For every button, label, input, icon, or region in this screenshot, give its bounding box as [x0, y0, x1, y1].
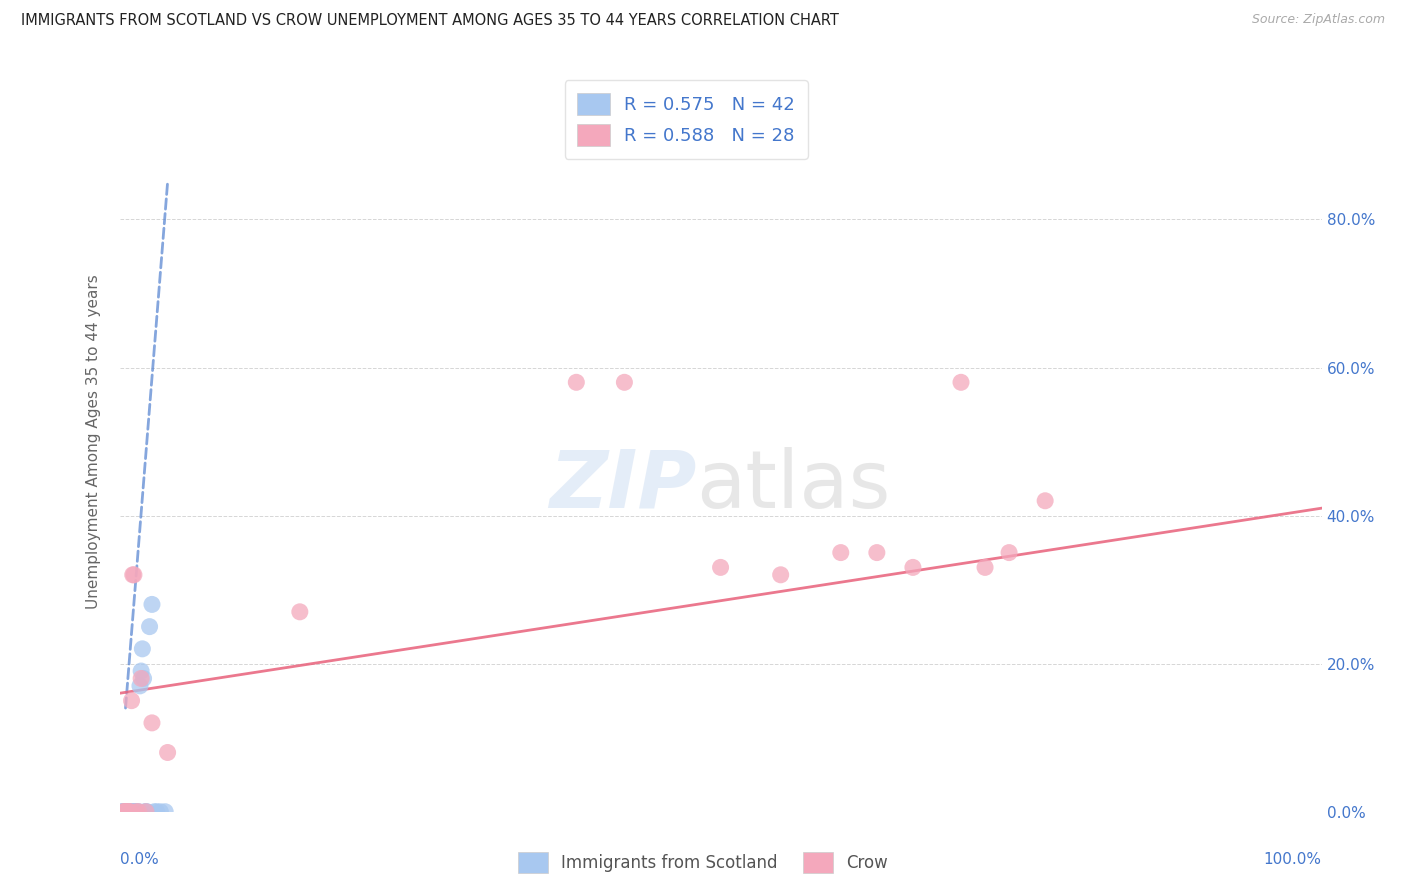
Point [136, 805, 159, 819]
Point [121, 805, 143, 819]
Point [114, 805, 136, 819]
Point [153, 805, 176, 819]
Point [117, 805, 139, 819]
Point [118, 805, 141, 819]
Text: ZIP: ZIP [550, 447, 696, 525]
Point [830, 546, 852, 560]
Point [114, 805, 136, 819]
Text: 100.0%: 100.0% [1264, 853, 1322, 867]
Point [125, 805, 148, 819]
Point [129, 679, 152, 693]
Legend: Immigrants from Scotland, Crow: Immigrants from Scotland, Crow [512, 846, 894, 880]
Point [120, 805, 142, 819]
Point [117, 805, 139, 819]
Point [131, 641, 153, 656]
Point [117, 805, 139, 819]
Point [112, 805, 135, 819]
Point [128, 805, 150, 819]
Point [132, 672, 155, 686]
Point [112, 805, 135, 819]
Point [613, 376, 636, 390]
Point [114, 805, 136, 819]
Text: atlas: atlas [696, 447, 891, 525]
Point [121, 567, 143, 582]
Point [998, 546, 1021, 560]
Point [288, 605, 311, 619]
Point [135, 805, 157, 819]
Point [143, 805, 166, 819]
Point [769, 567, 792, 582]
Point [949, 376, 972, 390]
Point [121, 805, 143, 819]
Text: 0.0%: 0.0% [120, 853, 159, 867]
Point [114, 805, 136, 819]
Point [141, 715, 163, 730]
Point [121, 805, 143, 819]
Point [118, 805, 141, 819]
Point [120, 805, 142, 819]
Point [115, 805, 138, 819]
Point [122, 567, 145, 582]
Point [121, 694, 143, 708]
Point [1033, 493, 1056, 508]
Point [129, 664, 152, 678]
Text: IMMIGRANTS FROM SCOTLAND VS CROW UNEMPLOYMENT AMONG AGES 35 TO 44 YEARS CORRELAT: IMMIGRANTS FROM SCOTLAND VS CROW UNEMPLO… [21, 13, 839, 29]
Point [122, 805, 145, 819]
Point [128, 805, 150, 819]
Point [129, 672, 152, 686]
Point [135, 805, 157, 819]
Point [125, 805, 148, 819]
Point [112, 805, 135, 819]
Point [866, 546, 889, 560]
Point [124, 805, 146, 819]
Point [121, 805, 143, 819]
Point [156, 746, 179, 760]
Point [138, 619, 160, 633]
Point [115, 805, 138, 819]
Point [118, 805, 141, 819]
Point [127, 805, 149, 819]
Point [709, 560, 731, 574]
Point [115, 805, 138, 819]
Point [112, 805, 135, 819]
Point [146, 805, 169, 819]
Point [120, 805, 142, 819]
Point [112, 805, 135, 819]
Point [112, 805, 135, 819]
Point [149, 805, 172, 819]
Point [901, 560, 924, 574]
Y-axis label: Unemployment Among Ages 35 to 44 years: Unemployment Among Ages 35 to 44 years [86, 274, 101, 609]
Point [141, 598, 163, 612]
Point [111, 805, 134, 819]
Text: Source: ZipAtlas.com: Source: ZipAtlas.com [1251, 13, 1385, 27]
Point [122, 805, 145, 819]
Legend: R = 0.575   N = 42, R = 0.588   N = 28: R = 0.575 N = 42, R = 0.588 N = 28 [565, 80, 807, 159]
Point [120, 805, 142, 819]
Point [565, 376, 588, 390]
Point [134, 805, 156, 819]
Point [118, 805, 141, 819]
Point [117, 805, 139, 819]
Point [974, 560, 997, 574]
